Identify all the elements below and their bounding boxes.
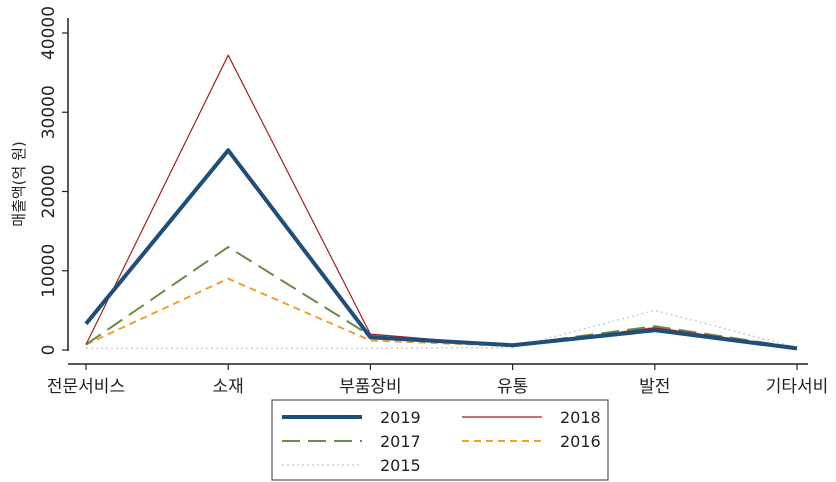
y-tick-label: 0 [39,345,59,356]
x-tick-label: 소재 [213,377,244,397]
legend-label-2016: 2016 [560,432,601,451]
legend-label-2018: 2018 [560,408,601,427]
y-axis-title: 매출액(억 원) [10,141,28,226]
series-layer [84,54,798,351]
legend-box [271,399,609,481]
legend: 2019 2018 2017 2016 2015 [271,399,609,481]
y-tick-label: 40000 [39,6,59,60]
series-line-2017 [85,246,798,349]
series-line-2016 [85,277,798,349]
y-tick-label: 10000 [39,244,59,298]
series-line-2019 [84,148,798,351]
x-tick-label: 부품장비 [339,377,402,397]
x-tick-label: 기타서비 [766,377,829,397]
legend-label-2015: 2015 [380,456,421,475]
y-tick-label: 30000 [39,85,59,139]
axes: 0 10000 20000 30000 40000 전문서비스 소재 부품장비 유통 발전 기타서비 [39,6,828,397]
x-tick-label: 전문서비스 [47,377,125,397]
x-tick-label: 유통 [497,377,528,397]
x-tick-label: 발전 [639,377,670,397]
legend-label-2017: 2017 [380,432,421,451]
y-tick-label: 20000 [39,164,59,218]
legend-label-2019: 2019 [380,408,421,427]
series-line-2015 [86,309,798,350]
series-line-2018 [85,54,798,349]
